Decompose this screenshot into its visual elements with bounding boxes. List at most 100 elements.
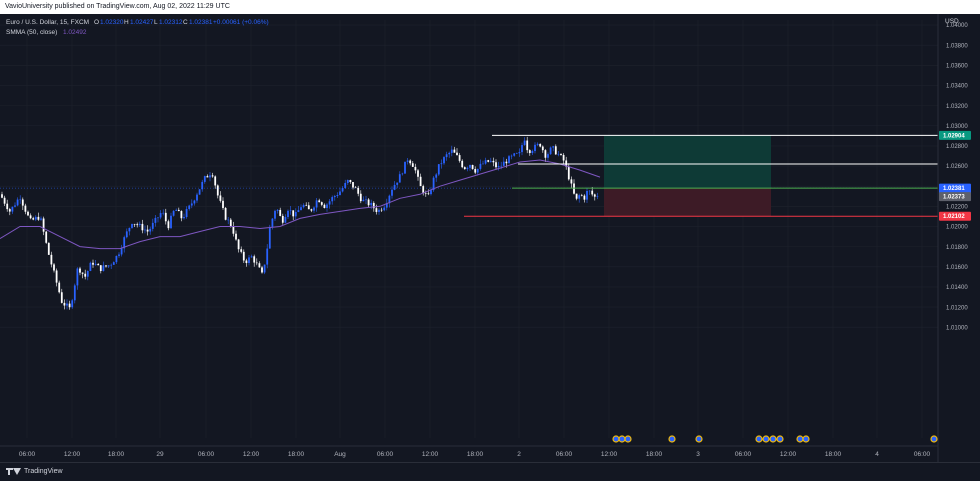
event-flag-icon[interactable] xyxy=(695,435,703,443)
position-tool[interactable] xyxy=(604,135,771,217)
economic-events[interactable] xyxy=(612,435,938,443)
candle-body xyxy=(508,156,510,164)
bull-candle xyxy=(437,164,440,176)
event-flag-icon[interactable] xyxy=(930,435,938,443)
event-core xyxy=(669,436,675,442)
profit-zone[interactable] xyxy=(604,135,771,189)
bull-candle xyxy=(339,187,341,196)
bull-candle xyxy=(159,210,162,220)
candle-body xyxy=(261,267,263,273)
bull-candle xyxy=(489,157,492,163)
change-value: +0.00061 (+0.06%) xyxy=(213,19,269,26)
bull-candle xyxy=(175,208,178,212)
candle-body xyxy=(201,181,204,190)
bull-candle xyxy=(196,192,198,203)
bear-candle xyxy=(242,249,245,264)
bear-candle xyxy=(562,153,565,165)
bull-candle xyxy=(302,203,305,209)
candle-body xyxy=(170,215,172,229)
candle-body xyxy=(365,199,367,201)
bull-candle xyxy=(466,166,469,172)
candle-body xyxy=(300,207,302,211)
bull-candle xyxy=(430,187,432,196)
bull-candle xyxy=(404,161,406,174)
event-flag-icon[interactable] xyxy=(769,435,777,443)
candle-body xyxy=(206,176,209,178)
bear-candle xyxy=(60,288,63,304)
event-flag-icon[interactable] xyxy=(802,435,810,443)
bear-candle xyxy=(357,185,360,197)
price-tag[interactable]: 1.02102 xyxy=(939,211,971,221)
bear-candle xyxy=(58,280,61,294)
bull-candle xyxy=(513,152,516,157)
bull-candle xyxy=(383,205,386,212)
candle-body xyxy=(287,210,289,218)
bull-candle xyxy=(479,159,482,171)
tradingview-brand[interactable]: TradingView xyxy=(6,467,63,475)
event-flag-icon[interactable] xyxy=(762,435,770,443)
time-tick-label: 4 xyxy=(875,451,879,458)
candle-body xyxy=(318,200,321,203)
candle-body xyxy=(414,166,417,171)
bear-candle xyxy=(307,202,310,210)
bull-candle xyxy=(190,199,193,209)
bull-candle xyxy=(102,261,105,272)
event-core xyxy=(931,436,937,442)
price-tag[interactable]: 1.02373 xyxy=(939,192,971,202)
bear-candle xyxy=(141,219,144,234)
bear-candle xyxy=(79,266,81,276)
candle-body xyxy=(580,195,583,196)
bear-candle xyxy=(354,186,357,189)
event-core xyxy=(797,436,803,442)
event-flag-icon[interactable] xyxy=(618,435,626,443)
candle-body xyxy=(167,221,170,229)
candle-body xyxy=(544,150,547,158)
price-tag-bg xyxy=(939,211,971,221)
candle-body xyxy=(305,204,308,206)
event-flag-icon[interactable] xyxy=(668,435,676,443)
chart-area[interactable]: USD 1.04000 1.03800 1.03600 1.03400 1.03200 1.… xyxy=(0,14,980,462)
candle-body xyxy=(424,193,427,194)
bear-candle xyxy=(180,210,183,222)
event-flag-icon[interactable] xyxy=(776,435,784,443)
candle-body xyxy=(518,152,521,154)
smma-line xyxy=(0,159,601,250)
horizontal-lines[interactable] xyxy=(464,134,938,217)
candle-body xyxy=(263,264,266,273)
bull-candle xyxy=(107,265,110,269)
event-core xyxy=(619,436,625,442)
candle-body xyxy=(276,209,279,211)
bull-candle xyxy=(118,252,120,258)
event-flag-icon[interactable] xyxy=(624,435,632,443)
bear-candle xyxy=(224,207,227,221)
bull-candle xyxy=(521,142,523,156)
bull-candle xyxy=(198,189,201,195)
candle-body xyxy=(29,215,32,219)
candle-body xyxy=(92,262,94,265)
candle-body xyxy=(406,160,409,162)
bear-candle xyxy=(541,145,544,153)
bull-candle xyxy=(112,261,115,265)
candle-body xyxy=(380,209,383,211)
event-core xyxy=(625,436,631,442)
candle-body xyxy=(271,218,274,228)
bull-candle xyxy=(469,164,471,171)
bear-candle xyxy=(32,216,35,221)
loss-zone[interactable] xyxy=(604,188,771,217)
price-tag-label: 1.02904 xyxy=(943,133,965,139)
time-axis[interactable]: 06:00 12:00 18:00 29 06:00 12:00 18:00 Aug 06:00… xyxy=(0,445,938,458)
candle-body xyxy=(378,209,380,212)
bull-candle xyxy=(502,157,505,166)
event-flag-icon[interactable] xyxy=(612,435,620,443)
bull-candle xyxy=(586,187,588,203)
bull-candle xyxy=(578,193,581,203)
bull-candle xyxy=(331,195,334,205)
bull-candle xyxy=(450,145,453,157)
event-flag-icon[interactable] xyxy=(755,435,763,443)
event-flag-icon[interactable] xyxy=(796,435,804,443)
price-tag[interactable]: 1.02904 xyxy=(939,130,971,140)
bear-candle xyxy=(279,207,282,217)
candle-body xyxy=(326,204,328,208)
